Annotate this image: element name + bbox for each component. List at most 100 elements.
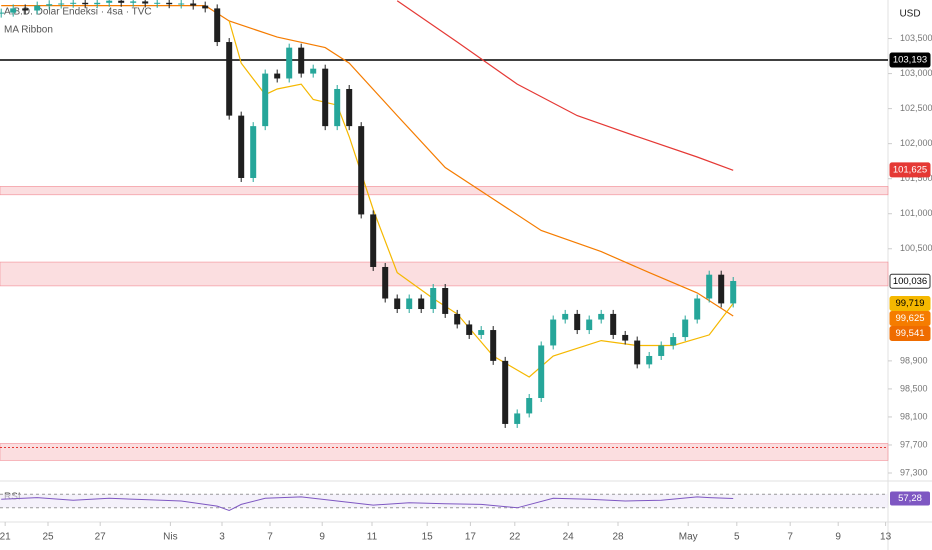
price-label: 103,193 <box>893 55 927 66</box>
y-tick-label: 98,500 <box>900 383 928 393</box>
candle <box>442 288 449 314</box>
candle <box>238 115 245 178</box>
y-tick-label: 100,500 <box>900 243 932 253</box>
x-tick-label: 28 <box>612 532 624 543</box>
y-tick-label: 98,900 <box>900 355 928 365</box>
candle <box>454 313 461 325</box>
candle <box>562 313 569 320</box>
candle <box>226 42 233 116</box>
candle <box>178 3 185 5</box>
y-tick-label: 102,000 <box>900 138 932 148</box>
price-label: 101,625 <box>893 164 927 175</box>
candle <box>634 340 641 365</box>
moving-average <box>1 4 734 317</box>
moving-average <box>228 20 734 378</box>
candle <box>658 345 665 356</box>
candle <box>130 1 137 3</box>
price-label-box <box>889 325 931 341</box>
price-label: 99,719 <box>895 298 924 309</box>
candle <box>94 2 101 5</box>
price-label: 99,541 <box>895 328 924 339</box>
x-tick-label: 3 <box>219 532 225 543</box>
candle <box>718 274 725 304</box>
candle <box>190 3 197 6</box>
candle <box>550 319 557 346</box>
candle <box>514 413 521 424</box>
candle <box>706 274 713 299</box>
candle <box>694 298 701 320</box>
candle <box>34 5 41 11</box>
x-tick-label: 27 <box>95 532 107 543</box>
price-label: 100,036 <box>893 276 927 287</box>
candle <box>214 8 221 43</box>
candle <box>166 2 173 5</box>
x-tick-label: 9 <box>835 532 841 543</box>
candle <box>310 68 317 74</box>
x-tick-label: 11 <box>367 532 378 543</box>
candle <box>610 313 617 335</box>
x-tick-label: 9 <box>319 532 325 543</box>
rsi-line <box>1 496 734 512</box>
x-tick-label: Nis <box>163 532 177 543</box>
x-tick-label: 13 <box>880 532 892 543</box>
candle <box>286 47 293 79</box>
candle <box>118 0 125 3</box>
x-tick-label: 21 <box>0 532 11 543</box>
y-tick-label: 97,700 <box>900 439 928 449</box>
x-tick-label: 24 <box>563 532 575 543</box>
zone <box>0 261 889 287</box>
candle <box>10 8 17 13</box>
candle <box>22 8 29 11</box>
candle <box>490 330 497 361</box>
candle <box>274 73 281 79</box>
candle <box>382 266 389 299</box>
rsi-label: 57,28 <box>898 493 922 504</box>
candle <box>202 5 209 9</box>
candle <box>502 360 509 424</box>
candle <box>646 355 653 365</box>
candle <box>346 88 353 127</box>
candle <box>682 319 689 338</box>
candle <box>298 47 305 74</box>
x-tick-label: 22 <box>509 532 521 543</box>
x-tick-label: 25 <box>42 532 54 543</box>
candle <box>730 280 737 304</box>
candle <box>526 398 533 414</box>
candle <box>154 2 161 4</box>
candle <box>406 298 413 310</box>
x-tick-label: 7 <box>787 532 793 543</box>
price-label-box <box>889 273 931 289</box>
candle <box>430 288 437 310</box>
candle <box>358 126 365 215</box>
candle <box>58 3 65 5</box>
candle <box>670 337 677 346</box>
moving-average <box>396 0 734 171</box>
candle <box>574 313 581 331</box>
rsi-band <box>0 494 888 508</box>
candle <box>418 298 425 310</box>
candle <box>370 214 377 267</box>
y-tick-label: 101,000 <box>900 208 932 218</box>
candle <box>586 319 593 331</box>
currency: USD <box>899 9 920 20</box>
price-label-box <box>889 52 931 68</box>
candle <box>334 88 341 127</box>
y-tick-label: 103,000 <box>900 68 932 78</box>
zone <box>0 186 889 196</box>
candle <box>250 126 257 178</box>
candle <box>142 1 149 4</box>
rsi-label-box <box>890 491 930 506</box>
candle <box>82 2 89 5</box>
y-tick-label: 97,300 <box>900 467 928 477</box>
chart-title: A.B.D. Dolar Endeksi · 4sa · TVC <box>4 7 152 18</box>
candle <box>466 324 473 335</box>
candle <box>262 73 269 127</box>
x-tick-label: 15 <box>422 532 434 543</box>
y-tick-label: 103,500 <box>900 33 932 43</box>
indicator-name: MA Ribbon <box>4 25 53 36</box>
candle <box>598 313 605 320</box>
price-label-box <box>889 310 931 326</box>
candle <box>322 68 329 127</box>
candle <box>46 4 53 6</box>
